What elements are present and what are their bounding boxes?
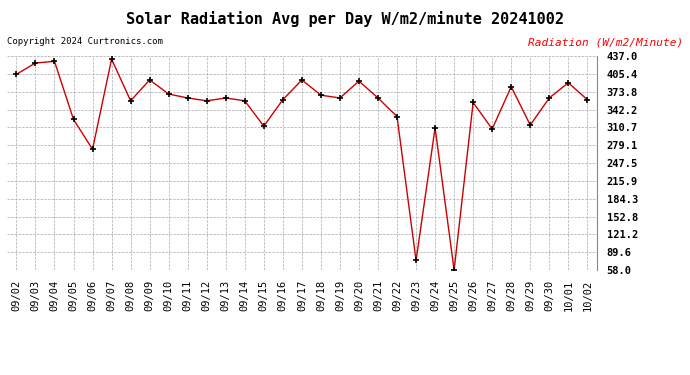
Text: Copyright 2024 Curtronics.com: Copyright 2024 Curtronics.com: [7, 38, 163, 46]
Text: Solar Radiation Avg per Day W/m2/minute 20241002: Solar Radiation Avg per Day W/m2/minute …: [126, 11, 564, 27]
Text: Radiation (W/m2/Minute): Radiation (W/m2/Minute): [528, 38, 683, 48]
